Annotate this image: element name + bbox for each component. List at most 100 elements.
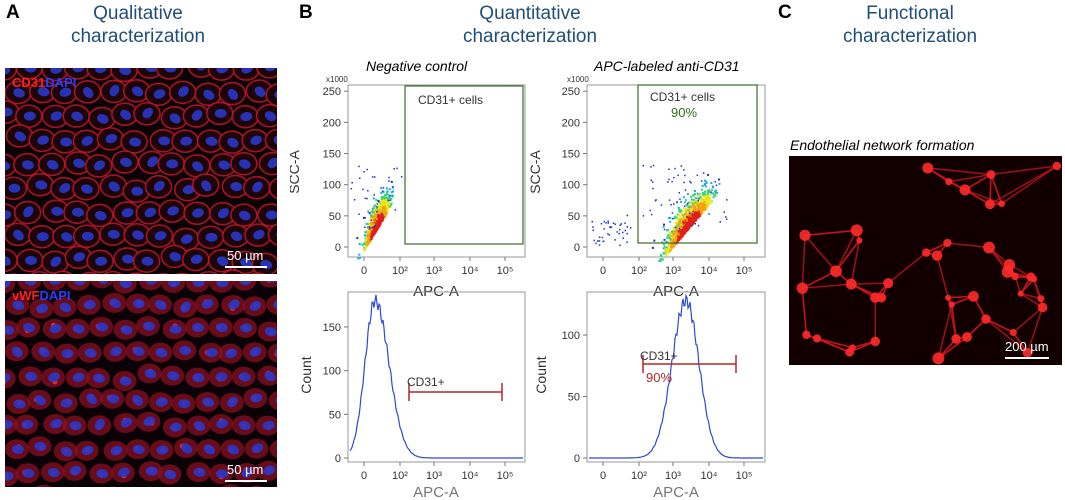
nucleus — [153, 180, 165, 192]
event-dot — [381, 203, 384, 206]
network-tube — [927, 167, 992, 176]
event-dot — [679, 235, 681, 238]
event-dot — [651, 246, 654, 249]
event-dot — [380, 213, 383, 215]
panel-a-heading: Qualitative characterization — [48, 2, 228, 48]
nucleus — [203, 89, 215, 100]
y-tick-label: 0 — [335, 453, 341, 465]
nucleus — [71, 207, 84, 217]
event-dot — [694, 193, 696, 195]
event-dot — [693, 209, 695, 212]
nucleus — [73, 252, 86, 262]
event-dot — [387, 199, 389, 201]
panel-c-heading: Functional characterization — [820, 2, 1000, 48]
network-node — [812, 334, 822, 343]
event-dot — [371, 236, 374, 239]
network-tube — [950, 304, 957, 339]
event-dot — [377, 226, 380, 229]
nucleus — [216, 281, 229, 288]
event-dot — [375, 226, 378, 229]
event-dot — [663, 223, 665, 226]
event-dot — [690, 198, 693, 201]
event-dot — [684, 225, 687, 227]
event-dot — [672, 226, 675, 229]
network-node — [1022, 347, 1033, 358]
event-dot — [663, 238, 666, 241]
nucleus — [36, 303, 49, 314]
nucleus — [132, 299, 145, 309]
nucleus — [11, 444, 24, 454]
event-dot — [688, 217, 691, 220]
event-dot — [698, 196, 701, 199]
event-dot — [372, 211, 375, 214]
event-dot — [677, 174, 679, 177]
network-node — [968, 290, 979, 302]
event-dot — [379, 207, 382, 210]
nucleus — [21, 160, 34, 170]
event-dot — [384, 198, 387, 201]
event-dot — [676, 226, 679, 229]
event-dot — [660, 254, 663, 257]
event-dot — [394, 209, 397, 211]
event-dot — [671, 232, 674, 235]
event-dot — [693, 219, 696, 222]
nucleus — [216, 68, 229, 74]
panel-b-heading: Quantitative characterization — [430, 2, 630, 48]
hist-gate-percent: 90% — [646, 370, 672, 385]
event-dot — [374, 222, 377, 225]
y-tick-label: 50 — [568, 392, 580, 404]
event-dot — [702, 198, 705, 201]
event-dot — [608, 234, 611, 236]
nucleus — [49, 323, 62, 334]
event-dot — [684, 201, 687, 204]
network-tube — [989, 165, 1058, 205]
event-dot — [603, 220, 605, 223]
event-dot — [679, 225, 681, 228]
event-dot — [670, 248, 673, 251]
nucleus — [196, 68, 208, 71]
network-node — [802, 330, 811, 340]
event-dot — [607, 233, 609, 235]
event-dot — [670, 245, 673, 248]
event-dot — [684, 199, 687, 201]
network-node — [799, 229, 811, 241]
event-dot — [372, 213, 375, 216]
nucleus — [5, 107, 13, 117]
event-dot — [673, 243, 676, 246]
event-dot — [715, 184, 718, 187]
gate-percent: 90% — [671, 105, 697, 120]
event-dot — [391, 195, 394, 198]
y-tick-label: 100 — [323, 180, 341, 192]
event-dot — [367, 210, 370, 213]
event-dot — [702, 207, 705, 210]
event-dot — [386, 204, 389, 206]
nucleus — [61, 232, 73, 242]
event-dot — [400, 176, 403, 178]
event-dot — [666, 249, 669, 252]
nucleus — [230, 231, 243, 242]
event-dot — [380, 196, 383, 198]
event-dot — [669, 250, 672, 252]
event-dot — [386, 191, 389, 194]
event-dot — [600, 223, 603, 225]
event-dot — [702, 203, 705, 206]
y-multiplier: x1000 — [567, 75, 589, 84]
nucleus — [238, 210, 251, 221]
network-tube — [801, 270, 837, 289]
event-dot — [367, 225, 370, 228]
nucleus — [81, 445, 94, 456]
event-dot — [350, 188, 353, 190]
event-dot — [683, 181, 685, 184]
event-dot — [691, 223, 694, 226]
event-dot — [685, 204, 688, 207]
negative-scatter-plot: x1000 0 50 100 150 200 250 0 10² 10³ 10⁴ 10⁵ CD31… — [290, 75, 526, 300]
nucleus — [117, 467, 130, 478]
y-tick-label: 100 — [562, 330, 580, 342]
y-axis-ticks: 0 50 100 150 200 250 — [323, 86, 348, 254]
network-node — [845, 278, 857, 290]
network-node — [983, 241, 995, 254]
y-tick-label: 150 — [323, 149, 341, 161]
event-dot — [369, 222, 372, 225]
event-dot — [368, 226, 371, 228]
x-tick-label: 0 — [600, 470, 606, 482]
